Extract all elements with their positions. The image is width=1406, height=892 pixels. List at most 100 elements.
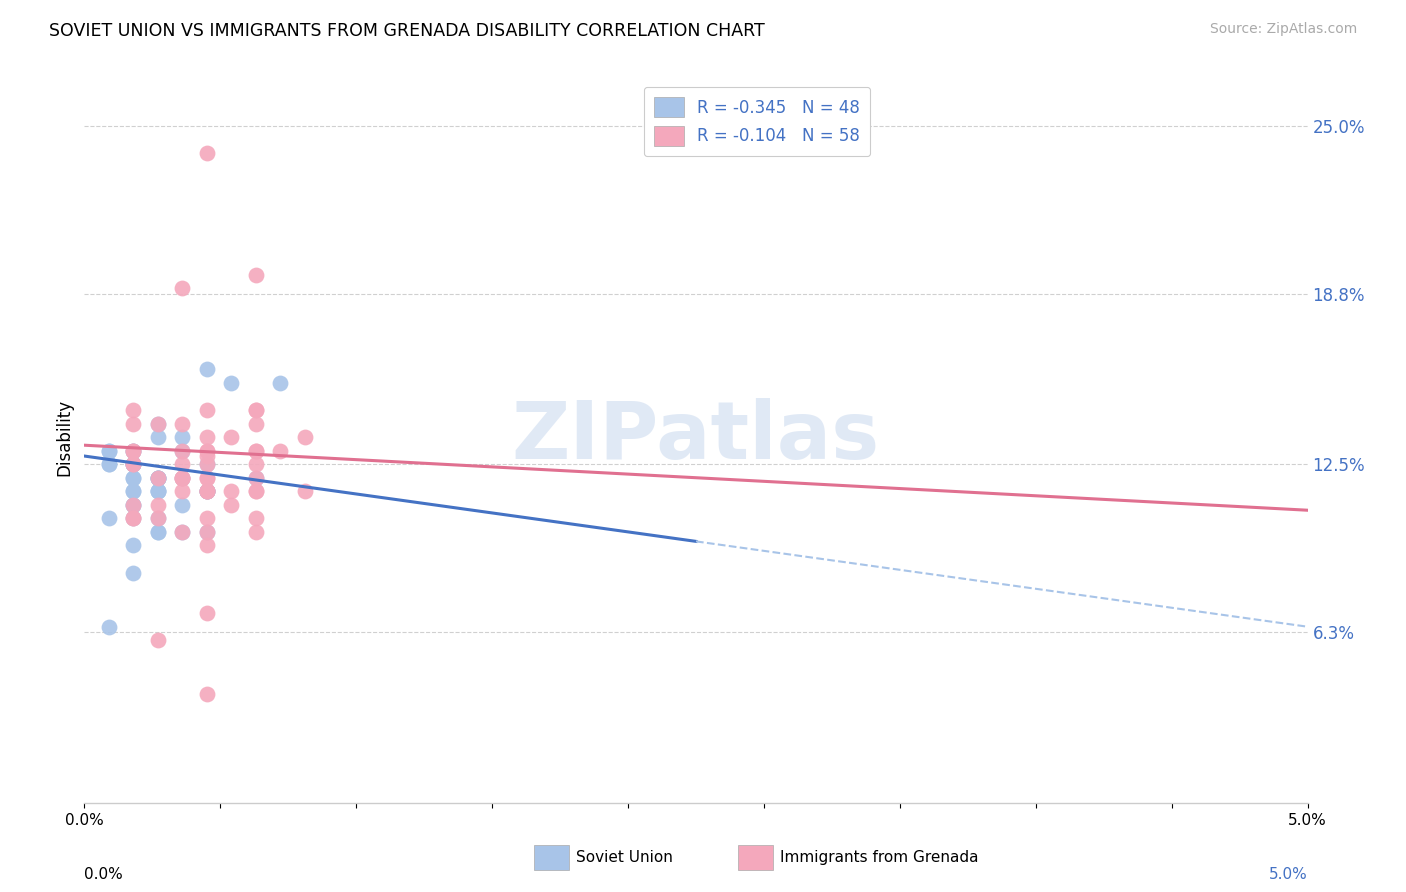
Point	[195, 484, 218, 499]
Point	[122, 498, 145, 512]
Point	[195, 449, 218, 463]
Point	[146, 524, 169, 539]
Point	[219, 498, 242, 512]
Point	[269, 376, 291, 390]
Point	[294, 484, 316, 499]
Point	[245, 484, 267, 499]
Point	[195, 524, 218, 539]
Point	[146, 471, 169, 485]
Point	[122, 457, 145, 471]
Point	[245, 484, 267, 499]
Point	[195, 443, 218, 458]
Point	[122, 484, 145, 499]
Point	[245, 511, 267, 525]
Point	[219, 430, 242, 444]
Point	[122, 443, 145, 458]
Point	[195, 471, 218, 485]
Point	[172, 443, 194, 458]
Point	[146, 471, 169, 485]
Legend: R = -0.345   N = 48, R = -0.104   N = 58: R = -0.345 N = 48, R = -0.104 N = 58	[644, 87, 870, 156]
Point	[269, 443, 291, 458]
Point	[122, 498, 145, 512]
Point	[245, 403, 267, 417]
Point	[97, 443, 120, 458]
Point	[245, 443, 267, 458]
Point	[122, 471, 145, 485]
Point	[122, 457, 145, 471]
Point	[195, 145, 218, 160]
Point	[122, 457, 145, 471]
Point	[195, 484, 218, 499]
Point	[122, 471, 145, 485]
Point	[146, 484, 169, 499]
Point	[122, 511, 145, 525]
Point	[97, 457, 120, 471]
Point	[146, 471, 169, 485]
Point	[195, 511, 218, 525]
Point	[172, 281, 194, 295]
Point	[172, 524, 194, 539]
Point	[245, 403, 267, 417]
Point	[146, 417, 169, 431]
Point	[122, 566, 145, 580]
Point	[146, 417, 169, 431]
Point	[146, 430, 169, 444]
Text: ZIPatlas: ZIPatlas	[512, 398, 880, 476]
Point	[195, 403, 218, 417]
Point	[122, 538, 145, 552]
Point	[122, 457, 145, 471]
Point	[245, 524, 267, 539]
Point	[195, 457, 218, 471]
Point	[122, 417, 145, 431]
Point	[195, 362, 218, 376]
Point	[172, 417, 194, 431]
Point	[172, 524, 194, 539]
Text: SOVIET UNION VS IMMIGRANTS FROM GRENADA DISABILITY CORRELATION CHART: SOVIET UNION VS IMMIGRANTS FROM GRENADA …	[49, 22, 765, 40]
Point	[195, 484, 218, 499]
Point	[122, 443, 145, 458]
Point	[195, 443, 218, 458]
Point	[219, 484, 242, 499]
Point	[146, 471, 169, 485]
Point	[122, 457, 145, 471]
Point	[146, 498, 169, 512]
Point	[172, 430, 194, 444]
Point	[146, 511, 169, 525]
Point	[122, 403, 145, 417]
Text: Source: ZipAtlas.com: Source: ZipAtlas.com	[1209, 22, 1357, 37]
Point	[195, 471, 218, 485]
Point	[122, 511, 145, 525]
Text: Soviet Union: Soviet Union	[576, 850, 673, 864]
Point	[245, 443, 267, 458]
Point	[195, 606, 218, 620]
Point	[172, 471, 194, 485]
Point	[172, 457, 194, 471]
Point	[97, 443, 120, 458]
Point	[172, 471, 194, 485]
Point	[146, 471, 169, 485]
Point	[146, 511, 169, 525]
Point	[122, 443, 145, 458]
Point	[97, 457, 120, 471]
Point	[195, 538, 218, 552]
Point	[172, 498, 194, 512]
Point	[172, 471, 194, 485]
Point	[146, 484, 169, 499]
Point	[122, 511, 145, 525]
Point	[146, 524, 169, 539]
Point	[195, 484, 218, 499]
Point	[195, 484, 218, 499]
Point	[172, 443, 194, 458]
Point	[195, 484, 218, 499]
Point	[122, 498, 145, 512]
Point	[245, 268, 267, 282]
Point	[195, 484, 218, 499]
Point	[122, 457, 145, 471]
Point	[172, 484, 194, 499]
Point	[195, 457, 218, 471]
Point	[97, 511, 120, 525]
Point	[146, 484, 169, 499]
Y-axis label: Disability: Disability	[55, 399, 73, 475]
Point	[195, 688, 218, 702]
Point	[122, 484, 145, 499]
